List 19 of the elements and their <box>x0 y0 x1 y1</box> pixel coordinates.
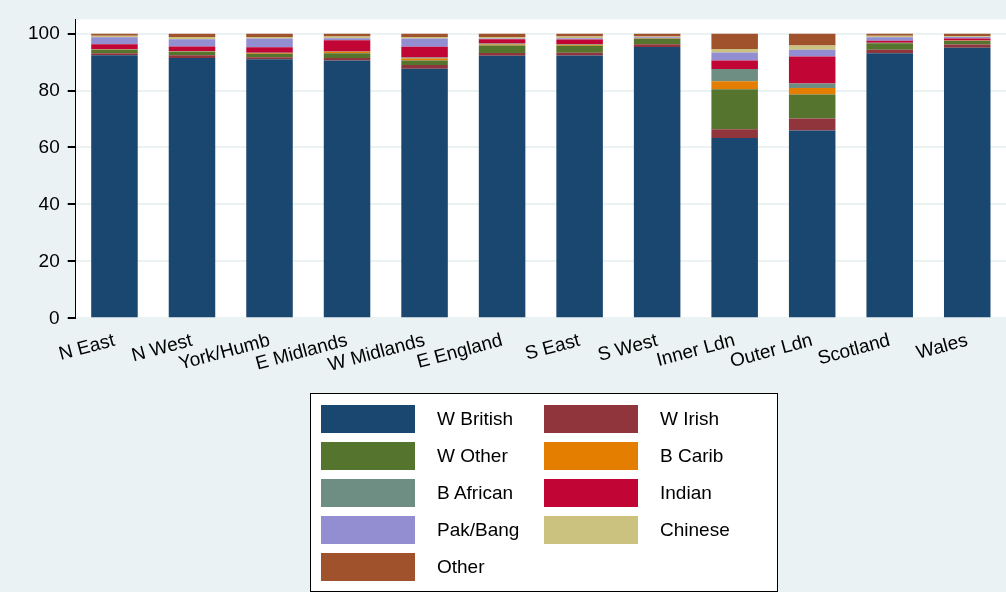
legend-label: Pak/Bang <box>437 518 520 541</box>
y-tick-label: 20 <box>38 249 60 271</box>
legend-label: Indian <box>660 481 712 504</box>
legend-label: Other <box>437 555 485 578</box>
y-tick-label: 80 <box>38 78 60 100</box>
y-tick-label: 0 <box>49 306 60 328</box>
y-tick-label: 100 <box>28 21 60 43</box>
legend-label: Chinese <box>660 518 730 541</box>
legend-label: W Other <box>437 444 508 467</box>
legend-label: B African <box>437 481 514 504</box>
legend-label: W British <box>437 407 513 430</box>
x-tick-label: Wales <box>913 328 970 363</box>
y-tick-label: 40 <box>38 192 60 214</box>
x-tick-label: S East <box>522 328 583 364</box>
x-tick-label: Scotland <box>815 328 893 369</box>
legend-label: B Carib <box>660 444 724 467</box>
legend-label: W Irish <box>660 407 720 430</box>
y-tick-label: 60 <box>38 135 60 157</box>
x-tick-label: N East <box>56 328 118 364</box>
